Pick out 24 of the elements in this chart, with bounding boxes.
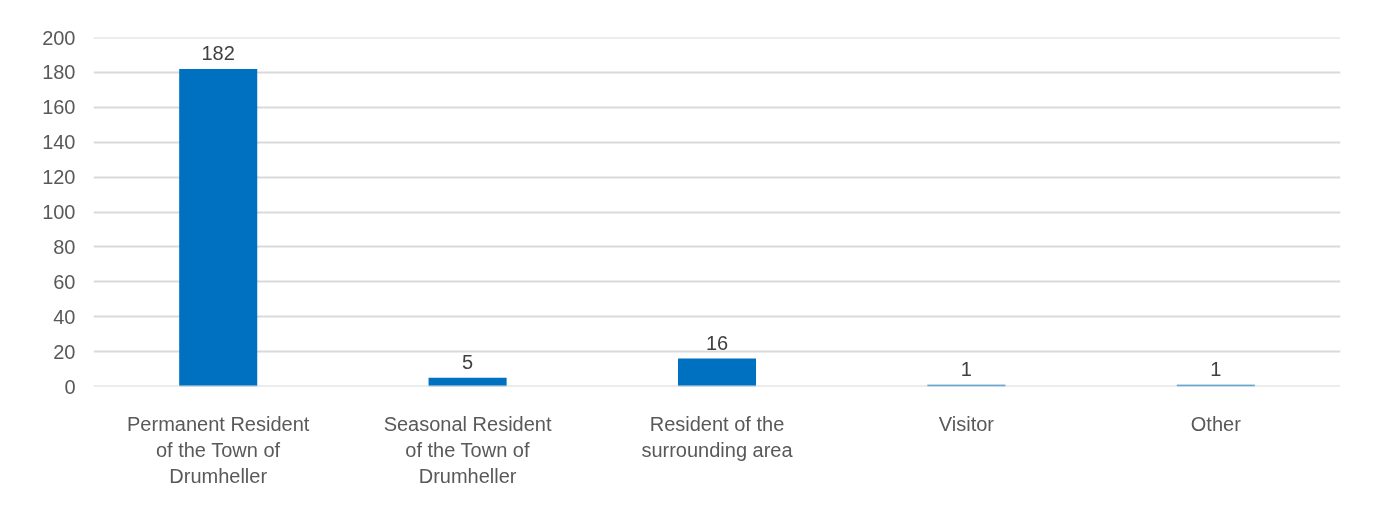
y-tick-label: 120 xyxy=(42,166,76,189)
bar xyxy=(179,68,258,387)
bar xyxy=(677,358,757,387)
data-label: 182 xyxy=(201,41,235,64)
x-tick-label: Other xyxy=(1190,412,1242,435)
bar xyxy=(428,377,507,387)
y-tick-label: 160 xyxy=(42,96,76,119)
data-label: 1 xyxy=(1210,357,1222,380)
data-label: 16 xyxy=(705,331,729,354)
y-tick-label: 0 xyxy=(64,375,76,398)
y-tick-label: 200 xyxy=(42,26,76,49)
y-tick-label: 60 xyxy=(53,270,76,293)
x-tick-label: Visitor xyxy=(938,412,995,435)
data-label: 1 xyxy=(960,357,972,380)
y-tick-label: 20 xyxy=(53,340,76,363)
x-tick-label: Seasonal Resident of the Town of Drumheller xyxy=(383,412,552,488)
x-tick-label: Permanent Resident of the Town of Drumheller xyxy=(127,412,310,488)
y-tick-label: 40 xyxy=(53,305,76,328)
y-tick-label: 180 xyxy=(42,61,76,84)
x-tick-label: Resident of the surrounding area xyxy=(641,412,794,461)
data-label: 5 xyxy=(462,350,474,373)
y-tick-label: 140 xyxy=(42,131,76,154)
y-tick-label: 80 xyxy=(53,235,76,258)
y-tick-label: 100 xyxy=(42,201,76,223)
